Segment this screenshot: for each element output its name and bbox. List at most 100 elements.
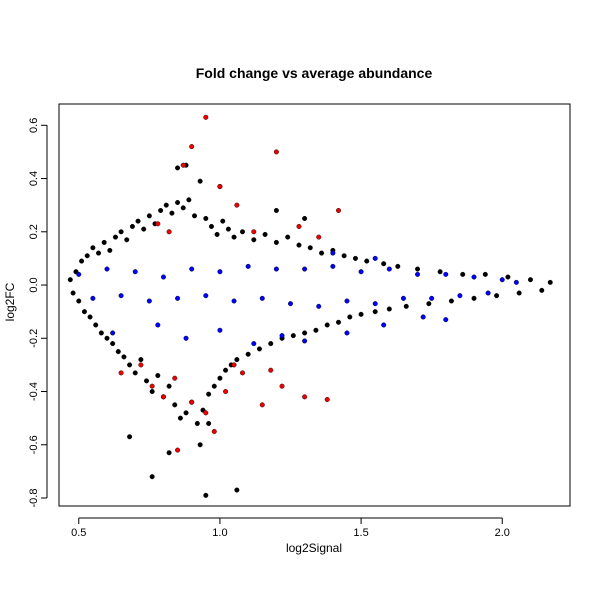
data-point: [135, 218, 141, 224]
data-point: [443, 271, 449, 277]
data-point: [127, 434, 133, 440]
data-point: [341, 253, 347, 259]
data-point: [175, 165, 181, 171]
data-point: [175, 295, 181, 301]
data-point: [124, 237, 130, 243]
data-point: [166, 383, 172, 389]
data-point: [84, 253, 90, 259]
data-point: [203, 293, 209, 299]
data-point: [296, 242, 302, 248]
data-point: [160, 394, 166, 400]
x-tick-label: 2.0: [495, 527, 510, 539]
data-points: [67, 114, 553, 498]
data-point: [70, 290, 76, 296]
data-point: [256, 346, 262, 352]
data-point: [138, 362, 144, 368]
data-point: [234, 487, 240, 493]
data-point: [189, 399, 195, 405]
data-point: [194, 420, 200, 426]
data-point: [76, 271, 82, 277]
data-point: [539, 287, 545, 293]
data-point: [189, 144, 195, 150]
data-point: [471, 274, 477, 280]
data-point: [90, 295, 96, 301]
data-point: [245, 263, 251, 269]
data-point: [127, 362, 133, 368]
data-point: [206, 391, 212, 397]
data-point: [98, 330, 104, 336]
data-point: [81, 309, 87, 315]
data-point: [547, 279, 553, 285]
data-point: [118, 293, 124, 299]
data-point: [231, 362, 237, 368]
data-point: [203, 492, 209, 498]
data-point: [313, 327, 319, 333]
data-point: [155, 373, 161, 379]
data-point: [217, 184, 223, 190]
data-point: [76, 298, 82, 304]
data-point: [149, 383, 155, 389]
data-point: [386, 306, 392, 312]
data-point: [211, 428, 217, 434]
data-point: [288, 301, 294, 307]
data-point: [234, 357, 240, 363]
data-point: [101, 239, 107, 245]
data-point: [112, 234, 118, 240]
data-point: [118, 370, 124, 376]
data-point: [240, 370, 246, 376]
data-point: [302, 338, 308, 344]
y-tick-label: -0.2: [28, 329, 40, 348]
data-point: [251, 229, 257, 235]
data-point: [217, 375, 223, 381]
data-point: [485, 290, 491, 296]
data-point: [186, 197, 192, 203]
data-point: [180, 162, 186, 168]
y-tick-label: 0.0: [28, 277, 40, 292]
data-point: [302, 266, 308, 272]
data-point: [197, 178, 203, 184]
data-point: [166, 450, 172, 456]
data-point: [138, 357, 144, 363]
data-point: [527, 277, 533, 283]
data-point: [104, 335, 110, 341]
data-point: [381, 322, 387, 328]
data-point: [217, 269, 223, 275]
x-axis: 0.5 1.0 1.5 2.0: [71, 517, 510, 539]
data-point: [234, 202, 240, 208]
data-point: [372, 255, 378, 261]
y-tick-label: -0.8: [28, 489, 40, 508]
data-point: [220, 218, 226, 224]
data-point: [324, 397, 330, 403]
data-point: [121, 354, 127, 360]
data-point: [87, 314, 93, 320]
data-point: [279, 383, 285, 389]
data-point: [302, 215, 308, 221]
data-point: [302, 394, 308, 400]
y-tick-label: 0.4: [28, 171, 40, 186]
data-point: [208, 223, 214, 229]
data-point: [146, 213, 152, 219]
data-point: [104, 266, 110, 272]
data-point: [471, 295, 477, 301]
data-point: [335, 207, 341, 213]
data-point: [251, 341, 257, 347]
data-point: [211, 383, 217, 389]
data-point: [183, 410, 189, 416]
data-point: [206, 420, 212, 426]
data-point: [203, 410, 209, 416]
data-point: [344, 330, 350, 336]
data-point: [240, 229, 246, 235]
data-point: [141, 226, 147, 232]
data-point: [307, 245, 313, 251]
data-point: [516, 290, 522, 296]
data-point: [90, 245, 96, 251]
data-point: [364, 258, 370, 264]
y-axis: -0.8 -0.6 -0.4 -0.2 0.0 0.2 0.4 0.6: [28, 118, 48, 508]
data-point: [223, 367, 229, 373]
data-point: [494, 293, 500, 299]
data-point: [316, 303, 322, 309]
data-point: [155, 221, 161, 227]
data-point: [279, 333, 285, 339]
plot-frame: [58, 103, 571, 507]
y-tick-label: -0.4: [28, 382, 40, 401]
